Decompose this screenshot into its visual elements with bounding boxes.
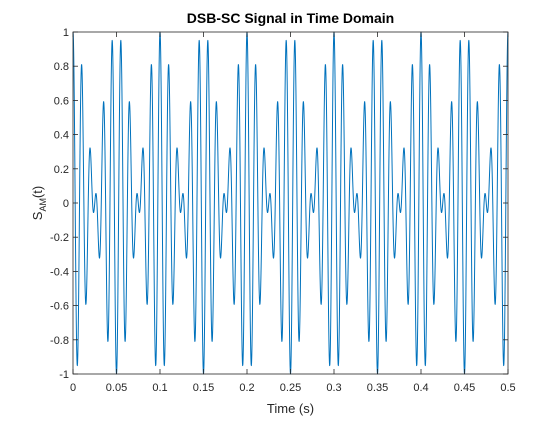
y-axis-label-subscript: AM xyxy=(38,198,48,212)
y-tick-label: 0.4 xyxy=(54,130,69,142)
y-tick-label: -1 xyxy=(59,369,69,381)
y-tick-label: -0.2 xyxy=(50,232,69,244)
x-tick-label: 0 xyxy=(70,382,76,394)
y-tick-label: -0.6 xyxy=(50,301,69,313)
chart-title: DSB-SC Signal in Time Domain xyxy=(187,10,394,26)
x-tick-label: 0.3 xyxy=(326,382,341,394)
x-tick-label: 0.45 xyxy=(454,382,475,394)
x-tick-label: 0.1 xyxy=(152,382,167,394)
y-tick-label: 0 xyxy=(63,198,69,210)
y-tick-label: 0.6 xyxy=(54,95,69,107)
x-tick-label: 0.35 xyxy=(367,382,388,394)
y-axis-label: SAM(t) xyxy=(30,186,48,220)
y-axis-label-suffix: (t) xyxy=(30,186,45,198)
x-tick-label: 0.2 xyxy=(239,382,254,394)
y-tick-label: 0.8 xyxy=(54,61,69,73)
x-axis-label: Time (s) xyxy=(267,401,314,416)
y-tick-label: -0.8 xyxy=(50,335,69,347)
y-axis-label-base: S xyxy=(30,211,45,220)
plot-background xyxy=(73,32,508,374)
y-tick-label: -0.4 xyxy=(50,266,69,278)
x-tick-label: 0.4 xyxy=(413,382,428,394)
x-tick-label: 0.15 xyxy=(193,382,214,394)
y-tick-label: 0.2 xyxy=(54,164,69,176)
y-tick-label: 1 xyxy=(63,27,69,39)
x-tick-label: 0.25 xyxy=(280,382,301,394)
x-tick-label: 0.5 xyxy=(500,382,515,394)
plot-box xyxy=(72,31,509,375)
tick-label-layer: 0 0.05 0.1 0.15 0.2 0.25 0.3 0.35 0.4 0.45 0.5 -1 -0… xyxy=(50,27,516,394)
x-tick-label: 0.05 xyxy=(106,382,127,394)
